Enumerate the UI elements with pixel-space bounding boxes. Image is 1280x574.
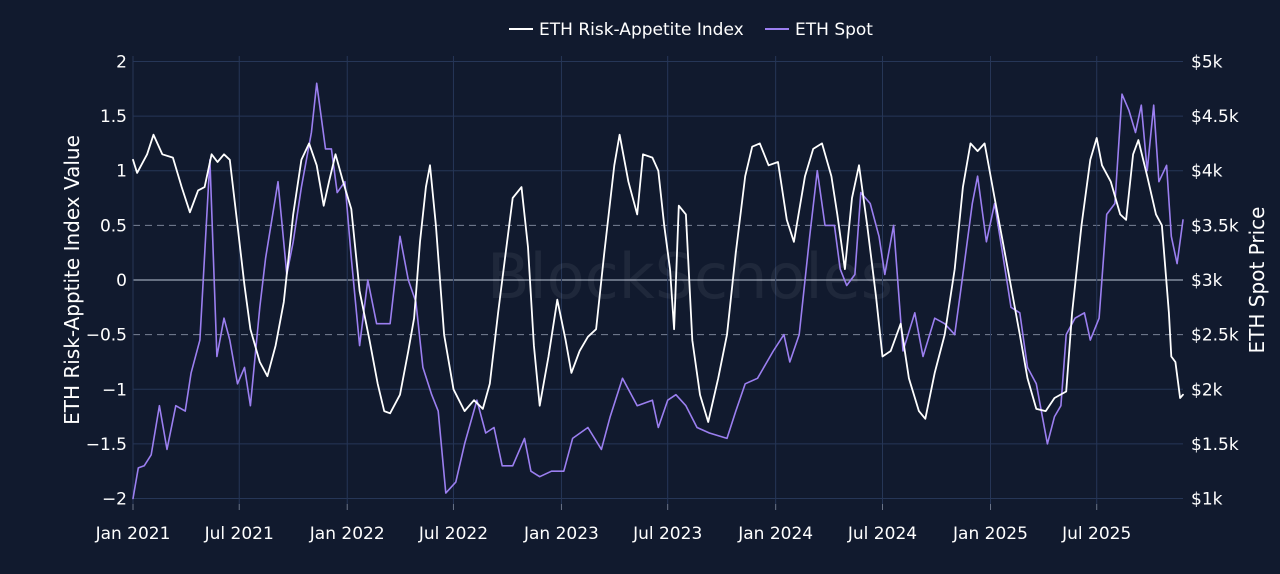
left-tick-label: −1.5 [86,435,127,455]
right-tick-label: $1.5k [1191,435,1239,455]
right-tick-label: $4k [1191,162,1223,182]
legend[interactable]: ETH Risk-Appetite Index ETH Spot [509,20,873,40]
legend-label-index: ETH Risk-Appetite Index [539,20,744,40]
right-tick-label: $4.5k [1191,107,1239,127]
left-tick-label: −2 [102,490,127,510]
x-tick-label: Jul 2025 [1061,524,1131,544]
left-tick-label: −0.5 [86,326,127,346]
risk-appetite-series [132,133,1184,423]
x-tick-label: Jul 2021 [204,524,274,544]
left-tick-label: 2 [116,52,127,72]
right-tick-label: $1k [1191,490,1223,510]
left-tick-label: −1 [102,380,127,400]
x-tick-label: Jul 2024 [847,524,917,544]
right-tick-label: $3k [1191,271,1223,291]
x-tick-label: Jul 2023 [632,524,702,544]
left-tick-label: 1 [116,162,127,182]
legend-label-spot: ETH Spot [795,20,873,40]
x-tick-label: Jan 2023 [523,524,599,544]
left-axis-title: ETH Risk-Apptite Index Value [60,135,84,425]
risk-appetite-line [132,133,1184,423]
left-tick-label: 0.5 [100,216,127,236]
x-tick-label: Jul 2022 [418,524,488,544]
x-tick-label: Jan 2022 [309,524,385,544]
x-axis-ticks: Jan 2021 Jul 2021 Jan 2022 Jul 2022 Jan 2023… [95,504,1131,544]
right-tick-label: $5k [1191,52,1223,72]
right-tick-label: $2.5k [1191,326,1239,346]
x-tick-label: Jan 2025 [952,524,1028,544]
x-tick-label: Jan 2024 [737,524,813,544]
right-tick-label: $2k [1191,380,1223,400]
left-axis-ticks: 2 1.5 1 0.5 0 −0.5 −1 −1.5 −2 [86,52,127,509]
left-tick-label: 0 [116,271,127,291]
right-tick-label: $3.5k [1191,216,1239,236]
right-axis-title: ETH Spot Price [1245,207,1269,354]
right-axis-ticks: $5k $4.5k $4k $3.5k $3k $2.5k $2k $1.5k $1k [1191,52,1239,509]
x-tick-label: Jan 2021 [95,524,171,544]
left-tick-label: 1.5 [100,107,127,127]
eth-spot-line [132,82,1184,500]
eth-spot-series [132,82,1184,500]
